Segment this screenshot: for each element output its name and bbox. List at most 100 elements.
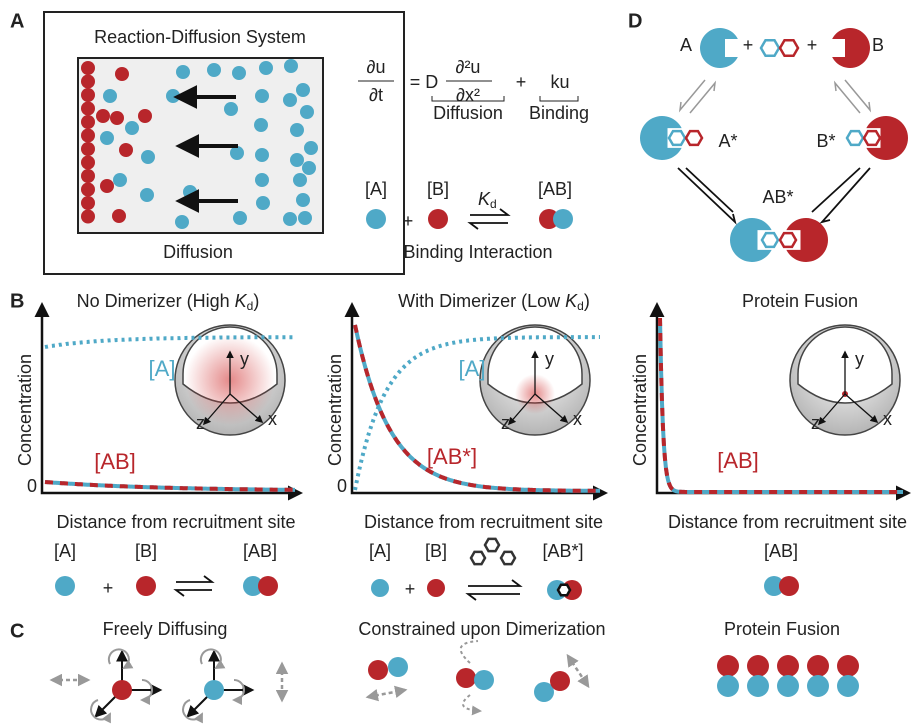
particle (304, 141, 318, 155)
particle (747, 655, 769, 677)
zero-label: 0 (27, 476, 37, 496)
particle (81, 169, 95, 183)
species-label: [AB] (538, 179, 572, 199)
particle (427, 579, 445, 597)
panel-title: Protein Fusion (724, 619, 840, 639)
protein-label: B (872, 35, 884, 55)
equation-label: Binding (529, 103, 589, 123)
particle (283, 93, 297, 107)
mobility-glyphs (52, 641, 859, 720)
protein-label: A* (718, 131, 737, 151)
particle (81, 196, 95, 210)
particle (293, 173, 307, 187)
particle (125, 121, 139, 135)
equation-label: Diffusion (433, 103, 503, 123)
equation-term: ku (550, 72, 569, 92)
protein-label: B* (816, 131, 835, 151)
particle (296, 83, 310, 97)
zero-label: 0 (337, 476, 347, 496)
particle (302, 161, 316, 175)
particle (81, 183, 95, 197)
particle (113, 173, 127, 187)
title-end: ) (253, 291, 259, 311)
particle (204, 680, 224, 700)
x-axis-label: Distance from recruitment site (668, 512, 907, 532)
particle (176, 65, 190, 79)
species-label: [A] (54, 541, 76, 561)
axis-name: x (883, 409, 892, 429)
equation-term: ∂²u (456, 57, 481, 77)
curve-label: [A] (149, 356, 176, 381)
panel-title: Reaction-Diffusion System (94, 27, 306, 47)
protein (866, 116, 908, 160)
equilibrium-arrow (470, 209, 508, 215)
plot-title: Protein Fusion (742, 291, 858, 311)
axis-name: x (573, 409, 582, 429)
particle (747, 675, 769, 697)
particle (96, 109, 110, 123)
translation-arrow (368, 690, 405, 697)
particle (81, 61, 95, 75)
protein (786, 218, 828, 262)
particle (717, 675, 739, 697)
particle (81, 156, 95, 170)
particle (388, 657, 408, 677)
particle (368, 660, 388, 680)
particle (284, 59, 298, 73)
particle (254, 118, 268, 132)
axis-name: z (501, 413, 510, 433)
particle (166, 89, 180, 103)
dimerizer (485, 539, 499, 551)
species-label: [AB] (764, 541, 798, 561)
title-text: No Dimerizer (High (77, 291, 235, 311)
kd-label: Kd (478, 189, 497, 211)
particle (258, 576, 278, 596)
equation-term: ∂x² (456, 85, 480, 105)
particle (298, 211, 312, 225)
particle (224, 102, 238, 116)
equilibrium-arrow (835, 80, 870, 113)
particle (141, 150, 155, 164)
equilibrium-arrow (470, 223, 508, 229)
species-label: [B] (425, 541, 447, 561)
particle (230, 146, 244, 160)
particle (474, 670, 494, 690)
particle (81, 142, 95, 156)
particle (259, 61, 273, 75)
y-axis-label: Concentration (325, 354, 345, 466)
particle (100, 179, 114, 193)
species-label: [AB] (243, 541, 277, 561)
particle (100, 131, 114, 145)
particle (255, 89, 269, 103)
particle (232, 66, 246, 80)
particle (255, 148, 269, 162)
particle (112, 680, 132, 700)
particle (81, 102, 95, 116)
title-sub: d (577, 299, 584, 313)
plus: + (403, 211, 414, 231)
curve-label: [AB] (717, 448, 759, 473)
dimerization-cycle (640, 28, 908, 262)
particle (837, 655, 859, 677)
particle (81, 129, 95, 143)
rotation-arrow (201, 649, 221, 668)
particle (366, 209, 386, 229)
particle (136, 576, 156, 596)
particle (837, 675, 859, 697)
equilibrium-arrow (468, 580, 520, 586)
plot-title: With Dimerizer (Low Kd) (398, 291, 590, 313)
particle (290, 123, 304, 137)
plus: + (807, 35, 818, 55)
title-end: ) (584, 291, 590, 311)
axis-name: z (811, 413, 820, 433)
panel-letter: C (10, 620, 24, 642)
particle (81, 75, 95, 89)
particle (456, 668, 476, 688)
species-label: [B] (427, 179, 449, 199)
equation-term: ∂u (367, 57, 386, 77)
species-label: [AB*] (542, 541, 583, 561)
rotation-arrow (109, 649, 129, 668)
particle (777, 675, 799, 697)
panel-letter: D (628, 10, 642, 32)
particle (81, 210, 95, 224)
